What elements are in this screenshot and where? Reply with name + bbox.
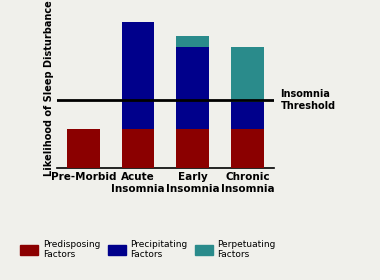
Bar — [176, 47, 209, 129]
Legend: Predisposing
Factors, Precipitating
Factors, Perpetuating
Factors: Predisposing Factors, Precipitating Fact… — [21, 240, 275, 259]
Text: Insomnia
Threshold: Insomnia Threshold — [280, 89, 336, 111]
Bar — [176, 36, 209, 47]
Bar — [67, 129, 100, 168]
Y-axis label: Likelihood of Sleep Disturbance: Likelihood of Sleep Disturbance — [44, 0, 54, 176]
Bar — [231, 129, 264, 168]
Bar — [122, 22, 154, 129]
Bar — [122, 129, 154, 168]
Bar — [176, 129, 209, 168]
Bar — [231, 102, 264, 129]
Bar — [231, 47, 264, 102]
